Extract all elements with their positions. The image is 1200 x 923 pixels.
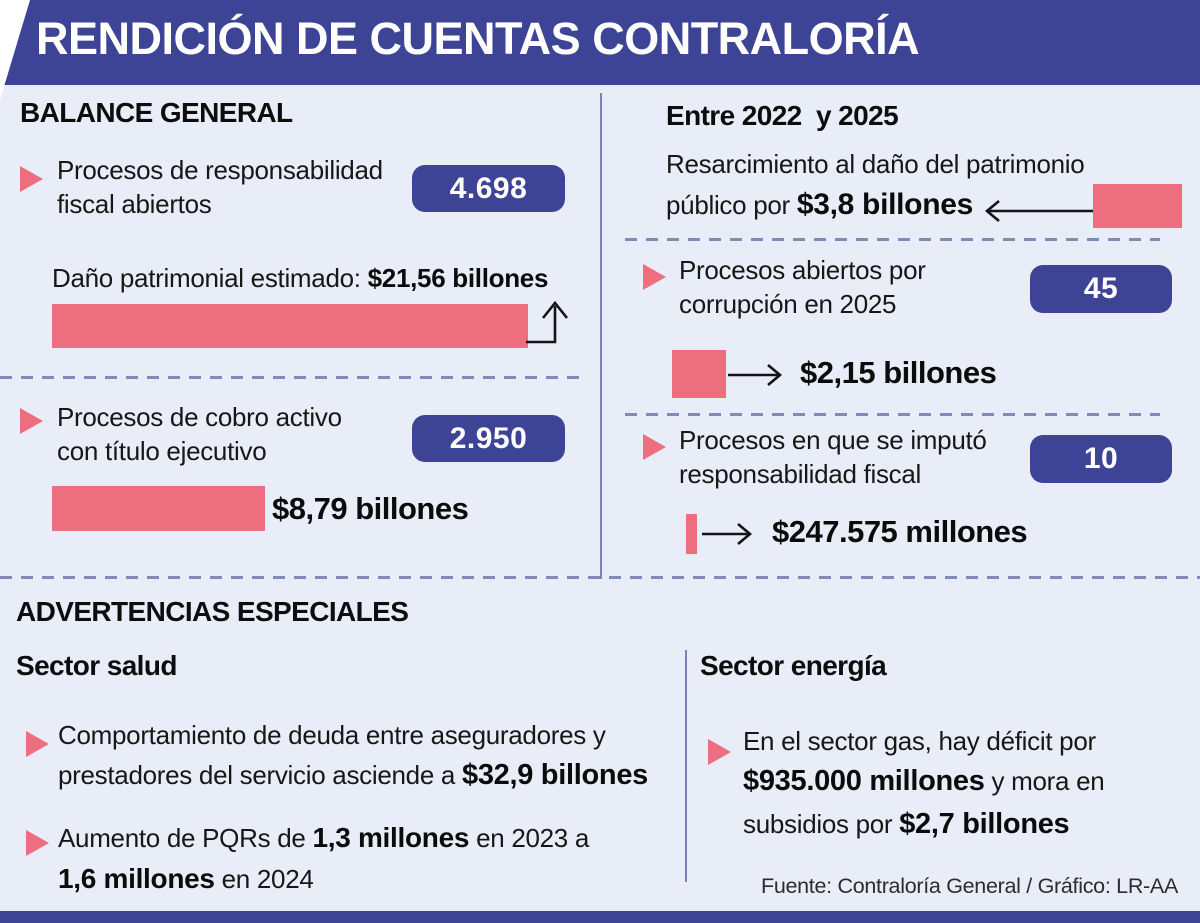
pqr-2023-value: 1,3 millones (312, 822, 470, 853)
salud-heading: Sector salud (16, 650, 177, 681)
text-line: Aumento de PQRs de 1,3 millones en 2023 … (58, 817, 678, 858)
value-bar-resarcimiento (1093, 184, 1182, 228)
bullet-triangle-icon (20, 166, 43, 192)
count-badge: 10 (1030, 435, 1172, 483)
text-prefix: Aumento de PQRs de (58, 823, 313, 853)
label-line: corrupción en 2025 (679, 289, 897, 320)
divider-dashed (625, 413, 1160, 416)
bar-amount-label: $8,79 billones (272, 491, 469, 526)
label-line: Procesos abiertos por (679, 255, 926, 285)
right-arrow-icon (728, 364, 783, 386)
bar-amount-label: $2,15 billones (800, 355, 997, 390)
divider-dashed (0, 576, 1200, 579)
value-bar-cobro-activo (52, 486, 265, 531)
bullet-triangle-icon (26, 830, 49, 856)
text-prefix: público por (666, 190, 797, 221)
up-arrow-icon (526, 300, 569, 344)
bottom-bar (0, 911, 1200, 923)
advertencias-heading: ADVERTENCIAS ESPECIALES (16, 596, 409, 627)
period-item2-label: Procesos en que se imputó responsabilida… (679, 423, 999, 492)
bullet-triangle-icon (643, 434, 666, 460)
salud-bullet1-text: Comportamiento de deuda entre asegurador… (58, 716, 678, 797)
header-bar: RENDICIÓN DE CUENTAS CONTRALORÍA (0, 0, 1200, 85)
text-suffix: en 2024 (214, 864, 314, 895)
label-line: Procesos en que se imputó (679, 425, 987, 455)
page-title: RENDICIÓN DE CUENTAS CONTRALORÍA (36, 13, 920, 64)
divider-vertical (685, 650, 687, 882)
bullet-triangle-icon (643, 264, 666, 290)
left-arrow-icon (984, 200, 1096, 222)
bullet-triangle-icon (20, 408, 43, 434)
label-line: con título ejecutivo (57, 436, 267, 467)
divider-dashed (0, 376, 588, 379)
count-badge: 45 (1030, 265, 1172, 313)
label-line: fiscal abiertos (57, 189, 212, 220)
text-prefix: prestadores del servicio asciende a (58, 760, 462, 791)
salud-amount: $32,9 billones (461, 759, 648, 792)
bar-amount-label: $247.575 millones (772, 514, 1028, 549)
value-bar-corrupcion (672, 350, 726, 398)
resarcimiento-text: Resarcimiento al daño del patrimonio púb… (666, 145, 1116, 227)
divider-vertical (600, 93, 602, 579)
subsidios-value: $2,7 billones (899, 808, 1070, 841)
period-heading: Entre 2022 y 2025 (666, 100, 899, 131)
balance-item2-label: Procesos de cobro activo con título ejec… (57, 400, 367, 469)
resarcimiento-amount: $3,8 billones (796, 188, 974, 222)
bullet-triangle-icon (26, 731, 49, 757)
text-prefix: subsidios por (743, 809, 900, 840)
text-line: 1,6 millones en 2024 (58, 858, 678, 899)
energia-heading: Sector energía (700, 650, 887, 681)
text-suffix: y mora en (984, 766, 1105, 797)
pqr-2024-value: 1,6 millones (58, 863, 215, 895)
text-line: En el sector gas, hay déficit por (743, 726, 1096, 756)
label-line: responsabilidad fiscal (679, 459, 921, 490)
text-line: Resarcimiento al daño del patrimonio (666, 149, 1085, 179)
count-badge: 2.950 (412, 415, 565, 462)
balance-item1-label: Procesos de responsabilidad fiscal abier… (57, 153, 407, 222)
text-line: Comportamiento de deuda entre asegurador… (58, 720, 606, 750)
bullet-triangle-icon (708, 739, 731, 765)
balance-heading: BALANCE GENERAL (20, 97, 293, 128)
divider-dashed (625, 238, 1160, 241)
value-bar-danio-patrimonial (52, 304, 528, 348)
label-line: Procesos de cobro activo (57, 402, 342, 432)
value-bar-imputacion (686, 514, 697, 554)
energia-bullet-text: En el sector gas, hay déficit por $935.0… (743, 722, 1193, 846)
gas-deficit-value: $935.000 millones (743, 765, 985, 798)
period-item1-label: Procesos abiertos por corrupción en 2025 (679, 253, 979, 322)
label-line: Procesos de responsabilidad (57, 155, 383, 185)
damage-amount: $21,56 billones (367, 263, 549, 293)
text-line: subsidios por $2,7 billones (743, 803, 1193, 846)
text-suffix: en 2023 a (469, 823, 590, 853)
damage-line: Daño patrimonial estimado: $21,56 billon… (52, 259, 548, 297)
text-line: $935.000 millones y mora en (743, 760, 1193, 803)
count-badge: 4.698 (412, 165, 565, 212)
right-arrow-icon (702, 523, 753, 545)
damage-prefix: Daño patrimonial estimado: (52, 263, 368, 293)
source-credit: Fuente: Contraloría General / Gráfico: L… (761, 874, 1178, 898)
salud-bullet2-text: Aumento de PQRs de 1,3 millones en 2023 … (58, 817, 678, 899)
